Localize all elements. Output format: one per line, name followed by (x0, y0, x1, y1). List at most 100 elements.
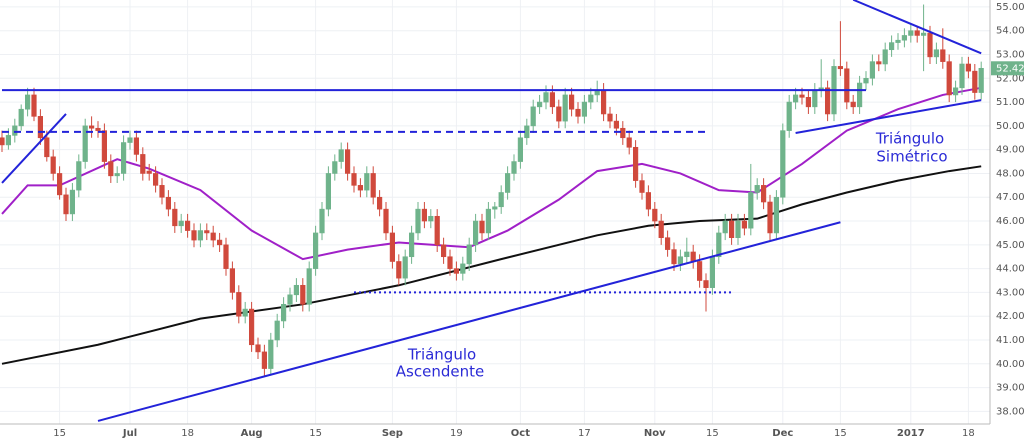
y-tick-label: 50.00 (996, 121, 1024, 132)
candle-body (210, 232, 216, 241)
last-price-label: 52.42 (996, 63, 1024, 74)
candle-body (236, 292, 242, 317)
candle-body (108, 161, 114, 177)
candle-body (696, 261, 703, 281)
x-tick-label: 17 (578, 428, 591, 439)
annotation: Ascendente (396, 363, 484, 381)
candle-body (645, 192, 651, 210)
candle-body (261, 351, 268, 369)
candle-body (178, 220, 184, 227)
candle-body (914, 30, 920, 36)
x-tick-label: 15 (834, 428, 847, 439)
candle-body (338, 149, 344, 162)
candle-body (280, 304, 287, 322)
candle-body (946, 61, 952, 96)
candle-body (172, 208, 178, 227)
candle-body (748, 192, 754, 229)
candle-body (824, 87, 831, 115)
candle-body (268, 339, 274, 369)
candle-body (888, 42, 895, 51)
trend-line (795, 99, 982, 134)
candle-body (376, 196, 383, 210)
candle-body (703, 280, 709, 288)
candle-body (185, 220, 191, 231)
y-tick-label: 51.00 (996, 97, 1024, 108)
candle-body (312, 232, 319, 269)
candle-body (325, 173, 332, 210)
candle-body (101, 130, 107, 162)
candle-body (76, 161, 82, 191)
candle-body (690, 251, 696, 262)
candle-body (293, 284, 300, 296)
candle-body (370, 173, 376, 198)
candle-body (805, 97, 811, 108)
candle-body (940, 49, 946, 62)
candle-body (364, 173, 370, 191)
candle-body (901, 35, 907, 41)
candle-body (197, 230, 204, 241)
candle-body (300, 284, 306, 305)
candle-body (920, 32, 927, 36)
candle-body (498, 192, 504, 208)
candle-body (133, 137, 140, 155)
moving-average (1, 165, 982, 365)
candle-body (472, 220, 479, 246)
candle-body (626, 137, 632, 148)
y-tick-label: 41.00 (996, 335, 1024, 346)
candle-body (664, 237, 671, 250)
candle-body (287, 294, 293, 305)
candle-body (357, 185, 364, 191)
candle-body (31, 94, 37, 117)
candle-body (453, 268, 460, 274)
candle-body (684, 251, 690, 258)
candle-body (204, 230, 210, 234)
candle-body (485, 208, 492, 234)
moving-average (1, 86, 982, 261)
x-tick-label: Oct (511, 428, 530, 439)
y-tick-label: 43.00 (996, 287, 1024, 298)
candle-body (82, 125, 88, 162)
candle-body (812, 89, 818, 108)
candle-body (792, 94, 799, 103)
candle-body (562, 94, 568, 122)
candle-body (421, 208, 428, 222)
candle-body (728, 220, 735, 238)
candle-body (972, 70, 978, 93)
candle-body (447, 256, 453, 269)
candle-body (146, 170, 152, 174)
y-tick-label: 52.00 (996, 73, 1024, 84)
candle-body (786, 101, 792, 131)
candle-body (908, 30, 914, 36)
candle-body (600, 89, 607, 115)
y-tick-label: 45.00 (996, 240, 1024, 251)
candle-body (965, 63, 971, 72)
candle-body (434, 215, 440, 246)
candle-body (876, 61, 882, 65)
candle-body (556, 106, 562, 122)
x-tick-label: 18 (181, 428, 194, 439)
candle-body (895, 39, 901, 43)
candle-body (536, 101, 543, 108)
candle-body (799, 94, 805, 98)
candle-body (89, 125, 95, 129)
candle-body (760, 185, 767, 203)
candle-body (415, 208, 421, 234)
candle-body (0, 137, 5, 146)
candle-body (492, 206, 498, 210)
y-tick-label: 46.00 (996, 216, 1024, 227)
candle-body (153, 173, 159, 186)
candle-body (754, 185, 760, 193)
candle-body (56, 173, 63, 196)
candle-body (18, 108, 24, 127)
y-tick-label: 42.00 (996, 311, 1024, 322)
candle-body (856, 82, 863, 108)
annotation: Triángulo (407, 346, 476, 364)
candle-body (344, 149, 351, 174)
candle-body (114, 173, 120, 177)
candle-body (837, 66, 843, 70)
candle-body (383, 208, 389, 234)
candle-body (588, 94, 594, 103)
annotation: Triángulo (875, 130, 944, 148)
candle-body (44, 137, 50, 158)
